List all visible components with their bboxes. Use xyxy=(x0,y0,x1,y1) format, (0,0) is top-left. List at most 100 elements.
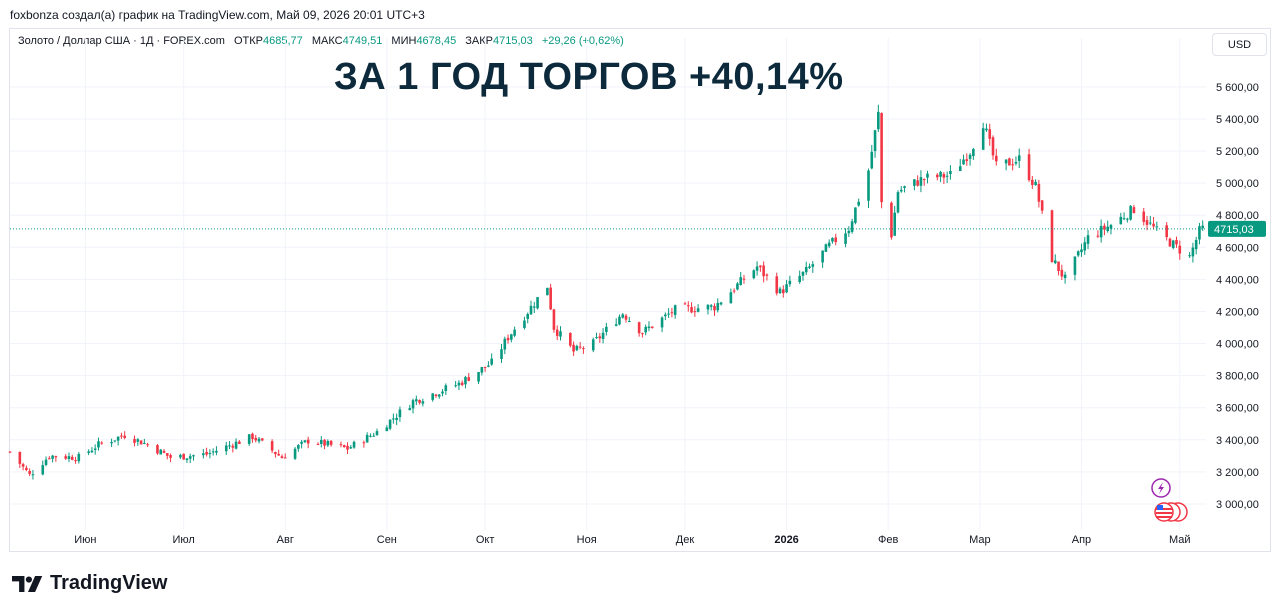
candle-body xyxy=(847,230,851,234)
chart-credit: foxbonza создал(а) график на TradingView… xyxy=(10,8,425,22)
candle-body xyxy=(552,309,556,330)
candle-body xyxy=(660,317,664,328)
candle-body xyxy=(667,313,670,315)
candle-body xyxy=(988,129,992,139)
candle-body xyxy=(415,399,418,402)
candle-body xyxy=(936,174,939,178)
x-tick-label: Авг xyxy=(277,534,294,546)
candle-body xyxy=(303,440,307,443)
candle-body xyxy=(916,180,919,186)
candle-body xyxy=(234,441,238,449)
candle-body xyxy=(349,447,353,449)
candle-body xyxy=(300,441,303,444)
y-tick-label: 3 800,00 xyxy=(1216,371,1259,383)
candle-body xyxy=(503,338,507,350)
y-tick-label: 5 600,00 xyxy=(1216,82,1259,94)
candle-body xyxy=(968,154,972,159)
candle-body xyxy=(1053,260,1057,264)
candle-body xyxy=(1178,245,1182,254)
candle-body xyxy=(365,434,369,443)
candle-body xyxy=(113,440,117,442)
candle-body xyxy=(293,448,297,459)
candle-body xyxy=(139,440,143,445)
candle-body xyxy=(467,377,471,381)
candle-body xyxy=(994,155,998,162)
candle-body xyxy=(408,408,412,411)
candle-body xyxy=(346,445,349,450)
candle-body xyxy=(434,394,438,397)
candle-body xyxy=(1106,226,1109,232)
candle-body xyxy=(834,237,838,243)
candle-body xyxy=(981,128,985,150)
candle-body xyxy=(650,326,654,328)
candle-body xyxy=(437,394,441,397)
candle-body xyxy=(690,307,693,313)
candle-body xyxy=(532,306,536,308)
tradingview-logo[interactable]: TradingView xyxy=(12,572,167,595)
candle-body xyxy=(464,377,467,385)
candle-body xyxy=(1122,218,1126,220)
candle-body xyxy=(1201,225,1205,229)
low-label: МИН xyxy=(391,35,417,47)
y-tick-label: 4 000,00 xyxy=(1216,339,1259,351)
candle-body xyxy=(683,303,687,305)
candle-body xyxy=(549,287,552,310)
candle-body xyxy=(270,441,274,451)
candle-body xyxy=(8,451,12,453)
candle-body xyxy=(903,186,906,188)
candle-body xyxy=(388,419,392,429)
candle-body xyxy=(595,337,598,339)
candle-body xyxy=(146,444,149,446)
candle-body xyxy=(54,456,58,458)
candle-body xyxy=(67,456,71,459)
us-flag-icon[interactable] xyxy=(1154,502,1188,522)
candle-body xyxy=(785,284,788,293)
candle-body xyxy=(637,322,641,334)
chart-frame[interactable] xyxy=(9,28,1271,552)
symbol-legend: Золото / Доллар США · 1Д · FOREX.com ОТК… xyxy=(18,35,624,47)
candle-body xyxy=(352,441,356,448)
candle-body xyxy=(1145,220,1149,225)
candle-body xyxy=(51,455,54,459)
candle-body xyxy=(18,451,22,464)
candle-body xyxy=(870,151,874,169)
candle-body xyxy=(1168,238,1172,247)
candle-body xyxy=(418,400,421,403)
candle-body xyxy=(477,372,480,382)
candle-body xyxy=(991,137,995,156)
lightning-icon[interactable] xyxy=(1151,478,1171,498)
candle-body xyxy=(775,276,779,294)
candle-body xyxy=(77,453,81,462)
candle-body xyxy=(1027,154,1031,181)
x-tick-label: Дек xyxy=(676,534,695,546)
candle-body xyxy=(827,242,831,247)
candle-body xyxy=(664,314,667,317)
candle-body xyxy=(41,465,45,475)
candle-body xyxy=(283,457,287,459)
candle-body xyxy=(231,445,235,448)
candle-body xyxy=(342,445,346,448)
candle-body xyxy=(1080,249,1083,253)
candle-body xyxy=(224,445,228,452)
candle-body xyxy=(100,442,104,444)
x-tick-label: Май xyxy=(1169,534,1191,546)
high-label: МАКС xyxy=(311,35,343,47)
candle-body xyxy=(1040,200,1044,211)
candle-body xyxy=(732,290,736,292)
candle-body xyxy=(670,312,674,314)
tradingview-brand: TradingView xyxy=(50,572,168,594)
candle-body xyxy=(1191,247,1195,257)
candle-body xyxy=(716,303,720,311)
candle-body xyxy=(696,308,700,312)
candle-body xyxy=(614,324,618,326)
candle-body xyxy=(1063,274,1067,278)
y-tick-label: 4 600,00 xyxy=(1216,242,1259,254)
symbol-name[interactable]: Золото / Доллар США · 1Д · FOREX.com xyxy=(18,35,225,47)
candle-body xyxy=(490,358,493,365)
candle-body xyxy=(513,329,516,336)
high-value: 4749,51 xyxy=(342,35,383,47)
candle-body xyxy=(958,166,962,171)
candle-body xyxy=(644,326,647,333)
currency-button[interactable]: USD xyxy=(1212,33,1267,56)
